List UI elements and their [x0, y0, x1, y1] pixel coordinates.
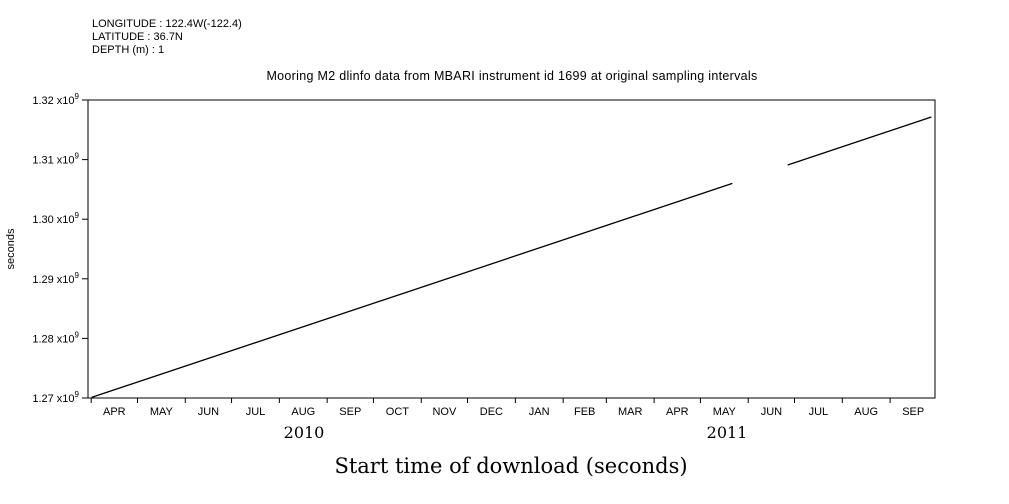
x-axis-label: Start time of download (seconds)	[334, 454, 687, 478]
y-tick-label: 1.30 x109	[32, 211, 79, 226]
y-tick-label: 1.28 x109	[32, 330, 79, 345]
x-tick-label: JUN	[198, 406, 219, 418]
x-tick-label: SEP	[902, 406, 924, 418]
x-tick-label: OCT	[386, 406, 410, 418]
y-tick-label: 1.27 x109	[32, 390, 79, 405]
year-label: 2011	[707, 423, 748, 442]
y-tick-exponent: 9	[75, 390, 80, 399]
x-tick-label: JUN	[761, 406, 782, 418]
y-tick-exponent: 9	[75, 152, 80, 161]
chart-title: Mooring M2 dlinfo data from MBARI instru…	[266, 69, 757, 83]
download-start-times-segment-2	[787, 116, 932, 166]
y-tick-exponent: 9	[75, 92, 80, 101]
longitude-label: LONGITUDE : 122.4W(-122.4)	[92, 18, 242, 30]
x-tick-label: NOV	[432, 406, 457, 418]
x-tick-label: FEB	[574, 406, 595, 418]
y-tick-label: 1.32 x109	[32, 92, 79, 107]
x-tick-label: MAR	[618, 406, 643, 418]
x-tick-label: JAN	[529, 406, 550, 418]
x-tick-label: SEP	[339, 406, 361, 418]
latitude-label: LATITUDE : 36.7N	[92, 31, 183, 43]
x-tick-label: AUG	[291, 406, 315, 418]
y-axis-label: seconds	[5, 228, 17, 269]
x-tick-label: AUG	[854, 406, 878, 418]
y-tick-label: 1.31 x109	[32, 152, 79, 167]
x-tick-label: MAY	[713, 406, 737, 418]
x-tick-label: DEC	[480, 406, 503, 418]
x-tick-label: JUL	[246, 406, 266, 418]
y-tick-exponent: 9	[75, 211, 80, 220]
data-series-layer	[91, 116, 932, 399]
depth-label: DEPTH (m) : 1	[92, 44, 164, 56]
y-tick-exponent: 9	[75, 271, 80, 280]
download-start-times-segment-1	[91, 182, 733, 399]
x-tick-label: APR	[666, 406, 689, 418]
x-tick-label: MAY	[150, 406, 174, 418]
x-tick-label: JUL	[809, 406, 829, 418]
y-tick-label: 1.29 x109	[32, 271, 79, 286]
axes-layer: 1.27 x109 1.28 x109 1.29 x109 1.30 x109 1.31…	[32, 92, 936, 442]
x-tick-label: APR	[103, 406, 126, 418]
plot-frame	[87, 99, 936, 399]
y-tick-exponent: 9	[75, 330, 80, 339]
year-label: 2010	[284, 423, 325, 442]
